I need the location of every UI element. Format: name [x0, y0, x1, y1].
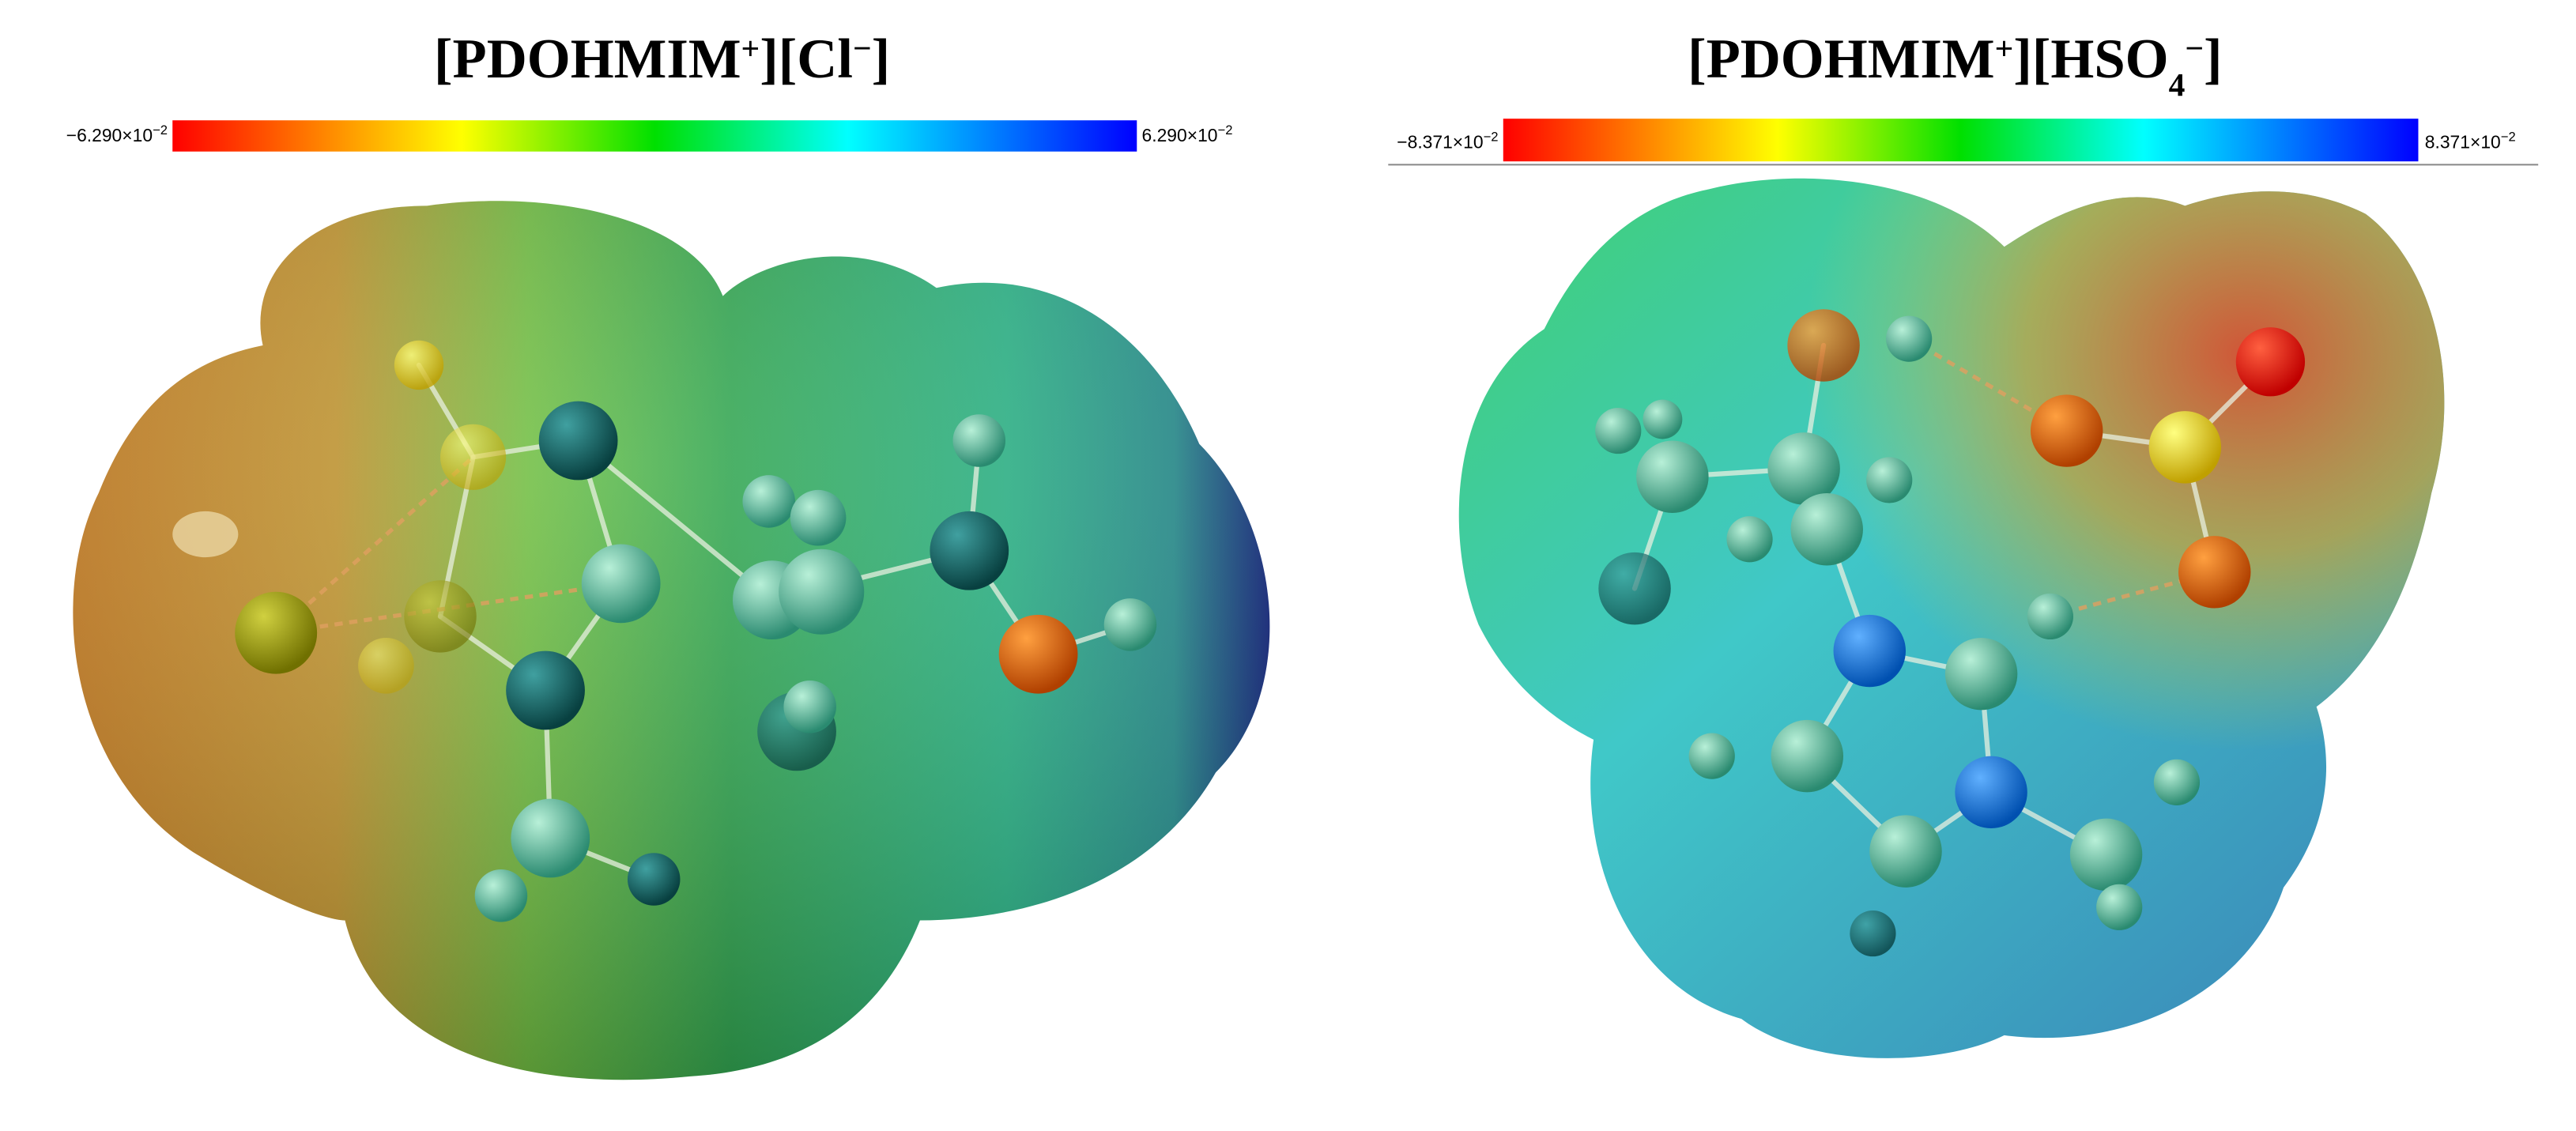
scale-max-label: 6.290×10−2: [1142, 123, 1233, 146]
scale-mantissa: 8.371×10: [2425, 132, 2501, 153]
title-part: −: [2185, 30, 2204, 66]
title-part: +: [1995, 30, 2014, 66]
highlight: [172, 511, 239, 558]
scale-mantissa: −8.371×10: [1397, 132, 1483, 153]
scale-mantissa: −6.290×10: [66, 125, 153, 145]
scale-min-label: −8.371×10−2: [1397, 129, 1498, 153]
scale-exponent: −2: [1218, 123, 1233, 138]
atoms: [1595, 309, 2306, 957]
color-bar: [172, 120, 1137, 152]
color-bar: [1503, 119, 2419, 162]
scale-exponent: −2: [153, 123, 168, 138]
title-part: +: [741, 30, 760, 66]
atoms: [235, 340, 1157, 922]
title-part: 4: [2169, 66, 2186, 103]
title-part: ][Cl: [760, 28, 853, 90]
scale-min-label: −6.290×10−2: [66, 123, 168, 146]
title-part: ][HSO: [2013, 28, 2168, 90]
panel-title: [PDOHMIM+][Cl−]: [434, 28, 890, 90]
title-part: −: [853, 30, 872, 66]
scale-exponent: −2: [2501, 129, 2516, 144]
surface-hotspot: [1458, 178, 2445, 1058]
scale-max-label: 8.371×10−2: [2425, 129, 2516, 153]
title-part: ]: [2204, 28, 2223, 90]
panel-title: [PDOHMIM+][HSO4−]: [1688, 28, 2222, 103]
molecule-right: [1458, 178, 2445, 1058]
title-part: ]: [872, 28, 891, 90]
scale-exponent: −2: [1484, 129, 1499, 144]
scale-mantissa: 6.290×10: [1142, 125, 1218, 145]
title-part: [PDOHMIM: [434, 28, 741, 90]
molecule-left: [73, 201, 1270, 1080]
title-part: [PDOHMIM: [1688, 28, 1995, 90]
